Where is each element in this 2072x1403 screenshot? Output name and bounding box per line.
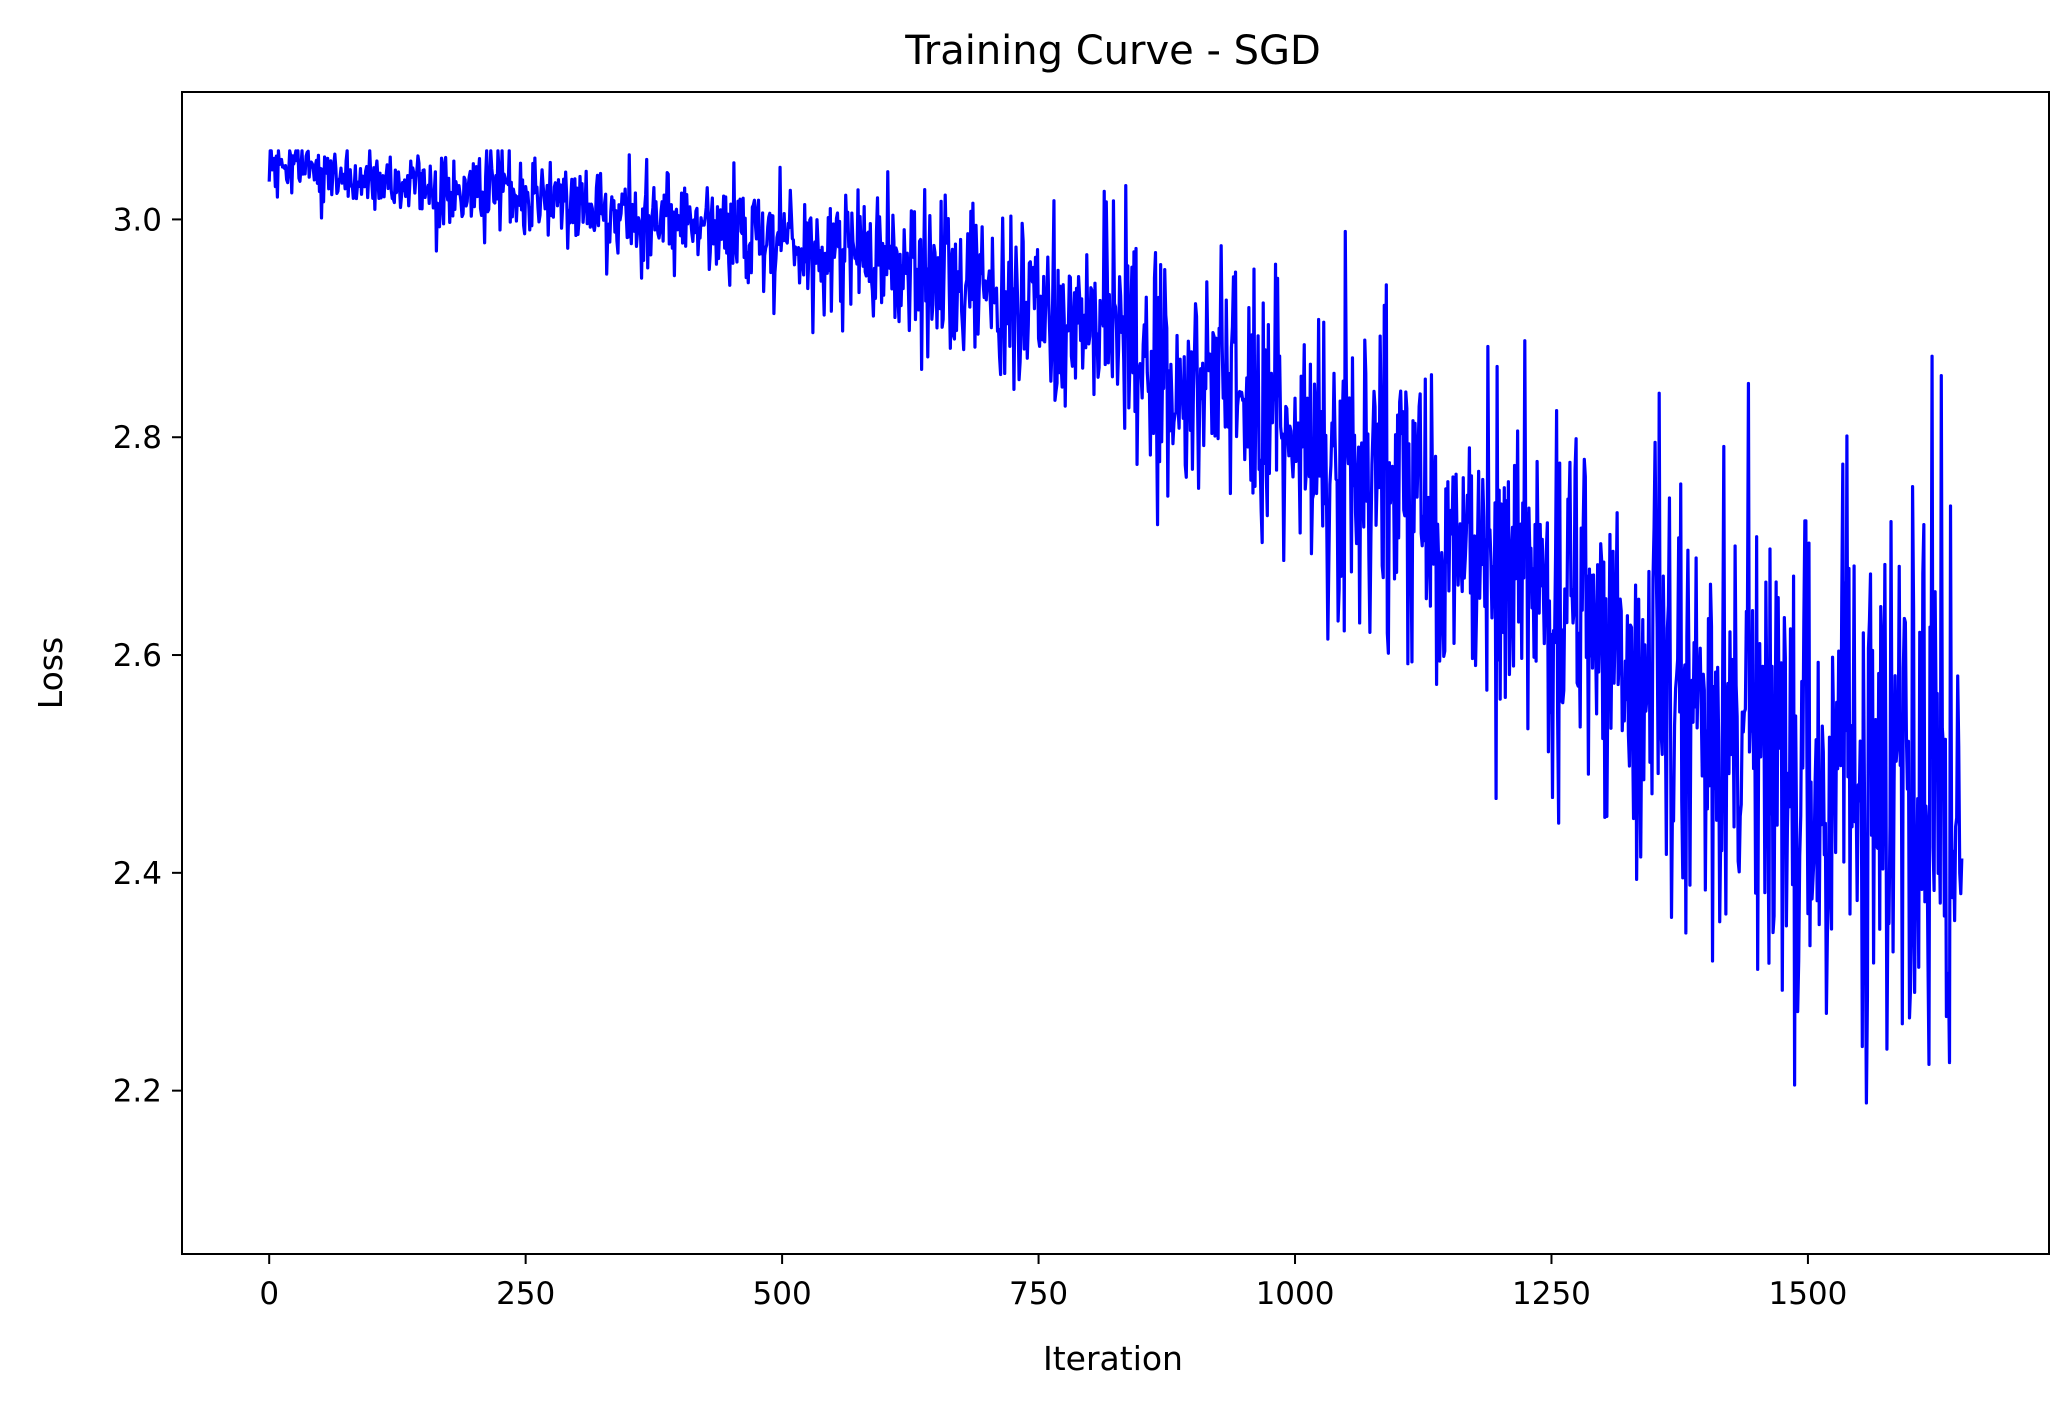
x-tick-label: 1000 bbox=[1256, 1276, 1335, 1312]
y-tick-label: 2.6 bbox=[113, 638, 162, 674]
plot-area bbox=[181, 91, 2050, 1255]
x-tick-label: 1500 bbox=[1768, 1276, 1847, 1312]
y-tick-label: 2.8 bbox=[113, 420, 162, 456]
y-axis-label: Loss bbox=[31, 637, 70, 709]
x-tick-label: 750 bbox=[1009, 1276, 1068, 1312]
y-axis: 2.2 2.4 2.6 2.8 3.0 bbox=[113, 202, 182, 1110]
x-tick-label: 0 bbox=[259, 1276, 279, 1312]
x-tick-label: 500 bbox=[753, 1276, 812, 1312]
x-tick-label: 1250 bbox=[1512, 1276, 1591, 1312]
x-axis: 0 250 500 750 1000 1250 1500 bbox=[259, 1254, 1847, 1312]
series-group bbox=[267, 149, 1964, 1105]
plot-frame bbox=[181, 91, 2050, 1255]
chart-title: Training Curve - SGD bbox=[904, 28, 1321, 74]
loss-series-line bbox=[267, 149, 1964, 1105]
y-tick-label: 2.4 bbox=[113, 856, 162, 892]
y-tick-label: 2.2 bbox=[113, 1074, 162, 1110]
x-axis-label: Iteration bbox=[1043, 1339, 1183, 1378]
y-tick-label: 3.0 bbox=[113, 202, 162, 238]
x-tick-label: 250 bbox=[496, 1276, 555, 1312]
